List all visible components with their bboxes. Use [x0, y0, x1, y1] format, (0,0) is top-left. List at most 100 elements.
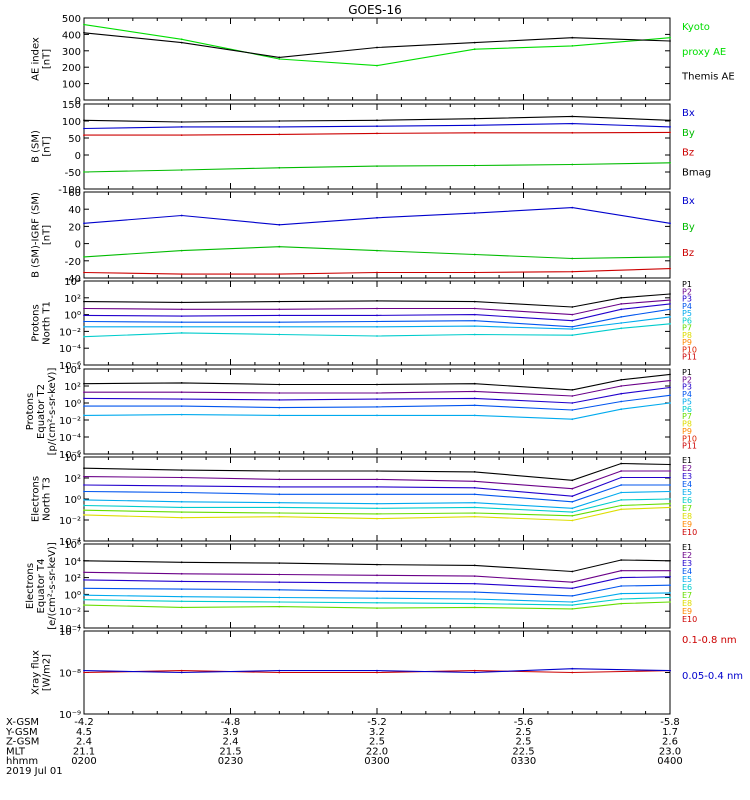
- data-point: [376, 46, 378, 49]
- data-point: [83, 598, 85, 601]
- x-axis-row-name: X-GSM: [6, 717, 39, 728]
- data-point: [180, 301, 183, 304]
- data-point: [473, 117, 476, 120]
- legend-label: By: [682, 128, 695, 139]
- data-point: [473, 41, 476, 44]
- data-point: [278, 406, 281, 409]
- data-point: [180, 516, 183, 519]
- data-point: [83, 484, 85, 486]
- y-tick-label: 100: [62, 117, 81, 128]
- data-point: [669, 559, 671, 562]
- data-point: [278, 605, 281, 608]
- data-point: [571, 671, 574, 674]
- data-point: [180, 169, 183, 171]
- data-point: [180, 382, 183, 384]
- data-point: [620, 602, 623, 605]
- legend-label: P5: [682, 309, 692, 318]
- legend-label: Bx: [682, 108, 695, 119]
- legend-label: P2: [682, 375, 692, 384]
- data-point: [473, 602, 476, 605]
- y-axis-label: Electrons: [31, 476, 42, 522]
- data-point: [473, 575, 476, 577]
- y-axis-label: [nT]: [42, 49, 53, 69]
- data-point: [180, 41, 183, 44]
- legend-label: E2: [682, 464, 692, 473]
- data-point: [278, 245, 281, 248]
- data-point: [376, 597, 378, 600]
- legend-label: E8: [682, 599, 692, 608]
- y-tick-label: -40: [65, 274, 81, 285]
- x-axis-row-name: hhmm: [6, 756, 38, 767]
- legend-label: Bx: [682, 196, 695, 207]
- data-point: [180, 506, 183, 509]
- data-point: [180, 308, 183, 311]
- legend-label: P3: [682, 383, 692, 392]
- data-point: [571, 511, 574, 513]
- data-point: [669, 596, 671, 599]
- data-point: [376, 314, 378, 317]
- data-point: [83, 587, 85, 590]
- x-axis-value: 2.5: [369, 737, 385, 748]
- data-point: [83, 307, 85, 310]
- data-point: [620, 476, 623, 479]
- data-point: [180, 561, 183, 564]
- data-point: [83, 504, 85, 507]
- legend-label: P2: [682, 287, 692, 296]
- panel-ae: 500 400 300 200 100 0 AE index [nT] Kyoto proxy A…: [31, 14, 735, 107]
- data-point: [180, 669, 183, 672]
- data-point: [180, 121, 183, 123]
- data-point: [571, 328, 574, 330]
- data-point: [376, 563, 378, 566]
- data-point: [669, 373, 671, 376]
- data-point: [278, 581, 281, 584]
- y-tick-label: 10⁻⁸: [59, 669, 81, 680]
- data-point: [473, 669, 476, 672]
- data-point: [83, 23, 85, 26]
- data-point: [376, 165, 378, 168]
- series-line-e7: [83, 601, 671, 610]
- data-point: [376, 325, 378, 328]
- series-line-p5: [84, 316, 671, 330]
- y-tick-label: 10⁻⁴: [59, 344, 81, 355]
- data-point: [571, 507, 574, 510]
- x-axis-value: 0300: [364, 756, 389, 767]
- data-point: [571, 395, 574, 397]
- data-point: [571, 479, 574, 482]
- legend-label: P7: [682, 412, 692, 421]
- x-axis-value: 0330: [511, 756, 536, 767]
- legend-label: E9: [682, 520, 692, 529]
- y-tick-label: 10⁻²: [59, 516, 81, 527]
- data-point: [278, 573, 281, 576]
- data-point: [620, 576, 623, 579]
- data-point: [278, 126, 281, 128]
- data-point: [278, 300, 281, 303]
- data-point: [571, 587, 574, 590]
- series-line-e4: [83, 484, 670, 503]
- legend-label: E4: [682, 480, 692, 489]
- series-line-p2: [83, 299, 671, 316]
- y-axis-label: B (SM)-IGRF (SM): [31, 192, 42, 278]
- legend-label: E8: [682, 512, 692, 521]
- data-point: [83, 604, 85, 606]
- data-point: [278, 58, 281, 60]
- legend-label: E6: [682, 496, 692, 505]
- legend-label: E5: [682, 575, 692, 584]
- legend-label: E1: [682, 543, 692, 552]
- data-point: [669, 36, 671, 39]
- data-point: [83, 127, 85, 130]
- panel-xray: 10⁻⁷ 10⁻⁸ 10⁻⁹ Xray flux [W/m2] 0.1-0.8 nm 0.0…: [31, 627, 744, 721]
- data-point: [180, 134, 183, 137]
- data-point: [620, 296, 623, 299]
- series-line-bx: [83, 207, 671, 226]
- data-point: [278, 223, 281, 226]
- data-point: [571, 389, 574, 391]
- data-point: [180, 491, 183, 494]
- series-line-e7: [83, 503, 671, 517]
- data-point: [278, 308, 281, 311]
- legend-label: E4: [682, 567, 692, 576]
- data-point: [473, 564, 476, 567]
- data-point: [571, 122, 574, 125]
- data-point: [620, 598, 623, 600]
- data-point: [278, 120, 281, 122]
- data-point: [278, 333, 281, 336]
